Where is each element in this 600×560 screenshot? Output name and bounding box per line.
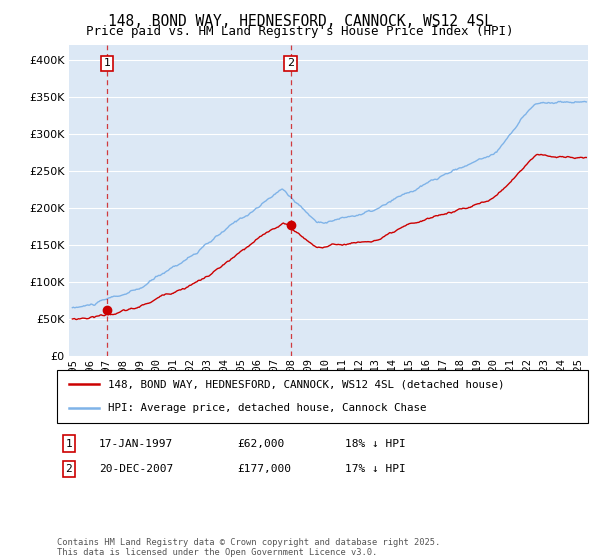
Text: Price paid vs. HM Land Registry's House Price Index (HPI): Price paid vs. HM Land Registry's House …: [86, 25, 514, 38]
Text: Contains HM Land Registry data © Crown copyright and database right 2025.
This d: Contains HM Land Registry data © Crown c…: [57, 538, 440, 557]
Text: 18% ↓ HPI: 18% ↓ HPI: [345, 438, 406, 449]
Text: 148, BOND WAY, HEDNESFORD, CANNOCK, WS12 4SL: 148, BOND WAY, HEDNESFORD, CANNOCK, WS12…: [107, 14, 493, 29]
Text: 1: 1: [103, 58, 110, 68]
Text: 1: 1: [65, 438, 73, 449]
Text: 20-DEC-2007: 20-DEC-2007: [99, 464, 173, 474]
Text: 2: 2: [65, 464, 73, 474]
Text: £177,000: £177,000: [237, 464, 291, 474]
Text: 17-JAN-1997: 17-JAN-1997: [99, 438, 173, 449]
Text: HPI: Average price, detached house, Cannock Chase: HPI: Average price, detached house, Cann…: [108, 403, 427, 413]
Text: 148, BOND WAY, HEDNESFORD, CANNOCK, WS12 4SL (detached house): 148, BOND WAY, HEDNESFORD, CANNOCK, WS12…: [108, 380, 505, 390]
Text: 17% ↓ HPI: 17% ↓ HPI: [345, 464, 406, 474]
Text: 2: 2: [287, 58, 295, 68]
Text: £62,000: £62,000: [237, 438, 284, 449]
